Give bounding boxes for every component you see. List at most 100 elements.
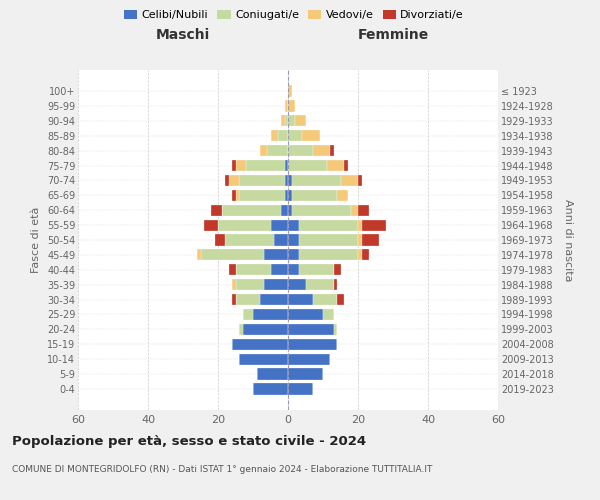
Bar bbox=[235, 160, 246, 171]
Bar bbox=[334, 279, 337, 290]
Bar bbox=[323, 309, 334, 320]
Bar bbox=[288, 279, 305, 290]
Bar bbox=[358, 204, 368, 216]
Bar bbox=[271, 264, 288, 276]
Bar bbox=[232, 160, 235, 171]
Bar bbox=[218, 220, 271, 230]
Bar bbox=[239, 354, 288, 365]
Bar bbox=[299, 220, 358, 230]
Bar bbox=[239, 190, 284, 201]
Bar bbox=[292, 175, 341, 186]
Bar bbox=[305, 279, 334, 290]
Bar bbox=[288, 160, 326, 171]
Bar bbox=[232, 338, 288, 350]
Bar bbox=[204, 220, 218, 230]
Bar bbox=[358, 234, 361, 246]
Bar bbox=[288, 115, 295, 126]
Bar bbox=[232, 294, 235, 305]
Bar bbox=[211, 204, 221, 216]
Bar bbox=[288, 294, 313, 305]
Bar bbox=[242, 324, 288, 335]
Bar bbox=[215, 234, 225, 246]
Legend: Celibi/Nubili, Coniugati/e, Vedovi/e, Divorziati/e: Celibi/Nubili, Coniugati/e, Vedovi/e, Di… bbox=[119, 6, 469, 25]
Bar bbox=[288, 324, 334, 335]
Bar bbox=[281, 115, 284, 126]
Text: Femmine: Femmine bbox=[358, 28, 428, 42]
Bar bbox=[274, 234, 288, 246]
Y-axis label: Fasce di età: Fasce di età bbox=[31, 207, 41, 273]
Bar bbox=[295, 115, 305, 126]
Bar bbox=[277, 130, 288, 141]
Bar bbox=[330, 145, 334, 156]
Bar bbox=[260, 145, 267, 156]
Bar bbox=[257, 368, 288, 380]
Bar bbox=[288, 175, 292, 186]
Bar bbox=[299, 250, 358, 260]
Bar bbox=[288, 354, 330, 365]
Text: COMUNE DI MONTEGRIDOLFO (RN) - Dati ISTAT 1° gennaio 2024 - Elaborazione TUTTITA: COMUNE DI MONTEGRIDOLFO (RN) - Dati ISTA… bbox=[12, 465, 433, 474]
Bar bbox=[267, 145, 288, 156]
Bar bbox=[288, 264, 299, 276]
Bar bbox=[361, 220, 386, 230]
Bar bbox=[334, 324, 337, 335]
Bar bbox=[288, 309, 323, 320]
Bar bbox=[344, 160, 347, 171]
Bar bbox=[225, 234, 274, 246]
Bar bbox=[235, 190, 239, 201]
Bar bbox=[313, 145, 330, 156]
Bar bbox=[242, 309, 253, 320]
Bar bbox=[284, 190, 288, 201]
Bar bbox=[358, 250, 361, 260]
Bar bbox=[288, 130, 302, 141]
Bar bbox=[263, 250, 288, 260]
Text: Maschi: Maschi bbox=[156, 28, 210, 42]
Bar bbox=[361, 250, 368, 260]
Bar bbox=[288, 220, 299, 230]
Y-axis label: Anni di nascita: Anni di nascita bbox=[563, 198, 573, 281]
Bar bbox=[351, 204, 358, 216]
Bar bbox=[337, 190, 347, 201]
Bar bbox=[284, 160, 288, 171]
Bar bbox=[253, 384, 288, 394]
Bar bbox=[229, 264, 235, 276]
Bar bbox=[284, 115, 288, 126]
Bar bbox=[337, 294, 344, 305]
Bar bbox=[292, 190, 337, 201]
Bar bbox=[284, 100, 288, 112]
Bar bbox=[334, 264, 341, 276]
Bar bbox=[239, 175, 284, 186]
Bar bbox=[288, 250, 299, 260]
Bar bbox=[200, 250, 263, 260]
Bar bbox=[225, 175, 229, 186]
Bar bbox=[271, 130, 277, 141]
Bar bbox=[288, 145, 313, 156]
Bar bbox=[281, 204, 288, 216]
Bar bbox=[302, 130, 320, 141]
Bar bbox=[288, 190, 292, 201]
Bar bbox=[288, 368, 323, 380]
Bar bbox=[271, 220, 288, 230]
Bar bbox=[260, 294, 288, 305]
Bar bbox=[288, 384, 313, 394]
Bar bbox=[299, 264, 334, 276]
Bar bbox=[263, 279, 288, 290]
Bar bbox=[313, 294, 337, 305]
Bar bbox=[235, 264, 271, 276]
Bar bbox=[232, 279, 235, 290]
Bar bbox=[246, 160, 284, 171]
Bar bbox=[358, 175, 361, 186]
Bar bbox=[239, 324, 242, 335]
Bar bbox=[326, 160, 344, 171]
Bar bbox=[292, 204, 351, 216]
Bar bbox=[341, 175, 358, 186]
Bar bbox=[288, 86, 292, 96]
Bar bbox=[299, 234, 358, 246]
Bar bbox=[284, 175, 288, 186]
Bar bbox=[288, 338, 337, 350]
Bar bbox=[235, 279, 263, 290]
Bar bbox=[229, 175, 239, 186]
Bar bbox=[235, 294, 260, 305]
Bar bbox=[288, 234, 299, 246]
Bar bbox=[288, 100, 295, 112]
Bar bbox=[288, 204, 292, 216]
